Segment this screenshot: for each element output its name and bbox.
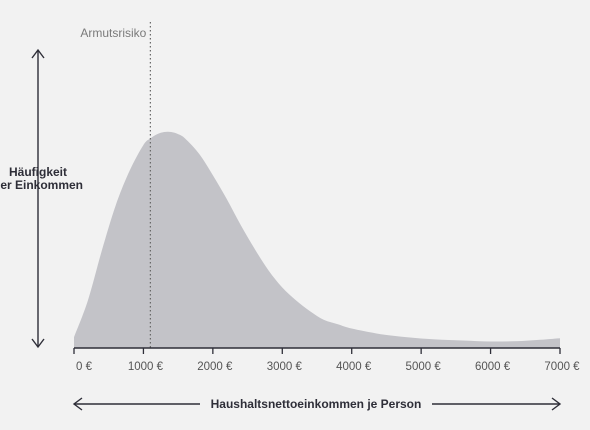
x-axis-title: Haushaltsnettoeinkommen je Person [211,397,422,411]
y-axis-title-line: Häufigkeit [9,165,67,179]
x-arrow-head-left [72,397,83,411]
x-tick-label: 6000 € [475,361,511,373]
x-tick-label: 2000 € [197,361,233,373]
y-arrow-head-up [31,48,45,59]
x-arrow-head-right [551,397,562,411]
y-arrow-head-down [31,338,45,349]
y-axis-title: Häufigkeit der Einkommen [0,165,83,192]
plot-area [74,131,560,348]
poverty-risk-label: Armutsrisiko [80,26,146,40]
x-tick-label: 0 € [76,361,93,373]
x-tick-label: 4000 € [336,361,372,373]
x-tick-label: 3000 € [267,361,303,373]
x-tick-label: 5000 € [406,361,442,373]
y-axis-title-line: der Einkommen [0,178,83,192]
x-tick-label: 1000 € [128,361,164,373]
x-axis-arrow [72,397,562,411]
income-density-area [74,131,560,348]
y-axis-arrow [31,48,45,349]
x-tick-label: 7000 € [544,361,580,373]
x-axis: 0 € 1000 € 2000 € 3000 € 4000 € 5000 € 6000 € 7… [73,347,580,373]
